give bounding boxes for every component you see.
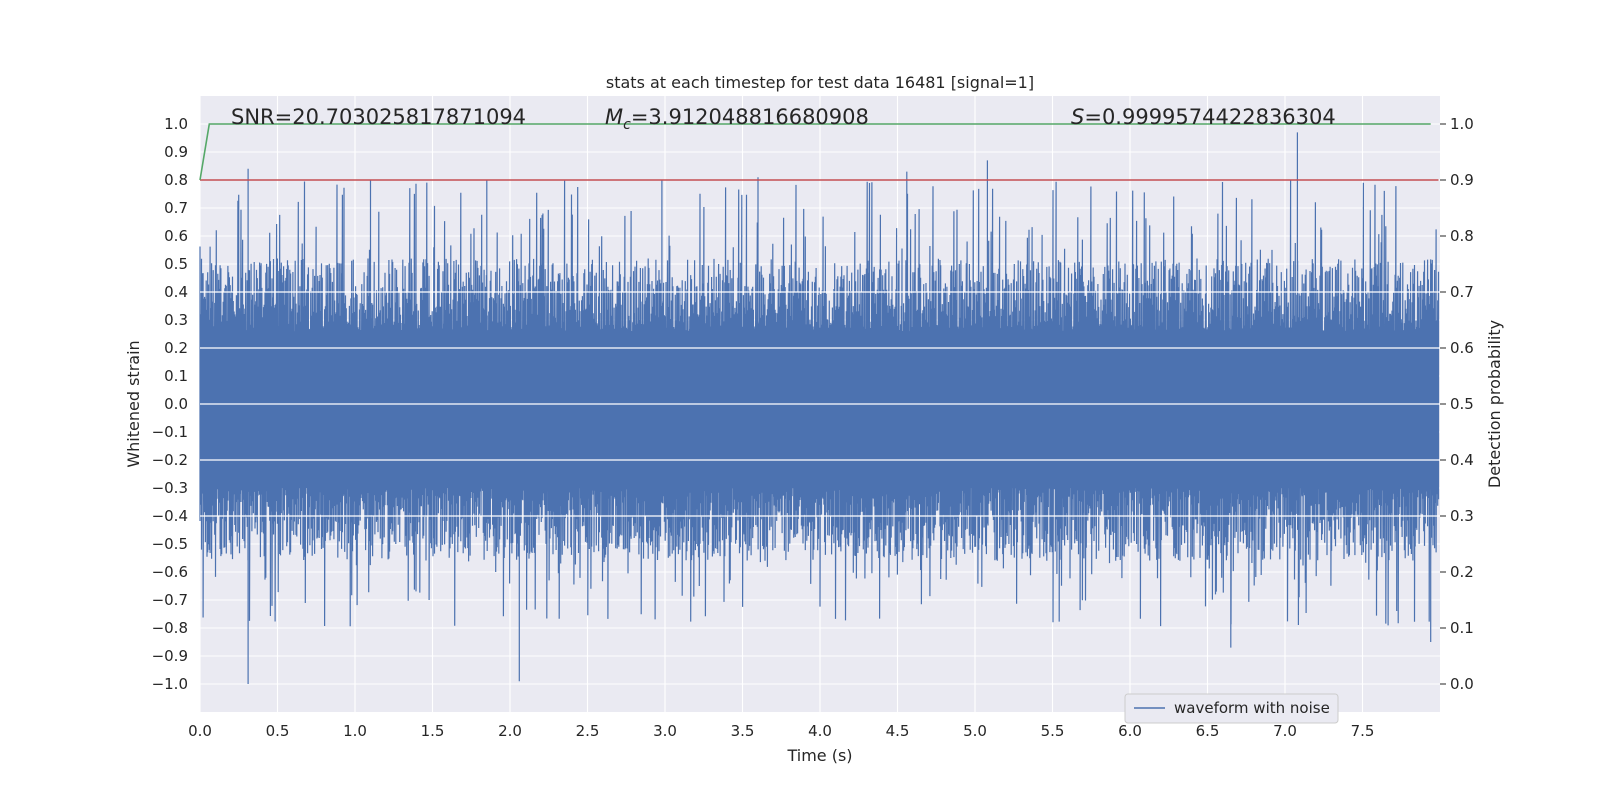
y-left-tick-label: −0.8: [152, 619, 188, 637]
y-right-tick-label: 0.5: [1450, 395, 1474, 413]
chirp-mass-symbol: M: [605, 105, 623, 129]
y-left-tick-label: −0.5: [152, 535, 188, 553]
y-left-tick-label: 0.5: [164, 255, 188, 273]
score-symbol: S: [1071, 105, 1084, 129]
probability-series: [199, 123, 1439, 181]
y-left-tick-label: 0.2: [164, 339, 188, 357]
x-tick-label: 6.0: [1118, 722, 1142, 740]
y-right-tick-label: 0.8: [1450, 227, 1474, 245]
y-left-axis-label: Whitened strain: [124, 340, 143, 467]
y-left-tick-label: 0.0: [164, 395, 188, 413]
y-right-tick-label: 1.0: [1450, 115, 1474, 133]
x-axis-label: Time (s): [786, 746, 852, 765]
x-tick-label: 7.5: [1351, 722, 1375, 740]
y-left-tick-label: −1.0: [152, 675, 188, 693]
x-tick-label: 1.0: [343, 722, 367, 740]
y-left-tick-label: −0.7: [152, 591, 188, 609]
legend-box: [1124, 693, 1339, 724]
y-right-tick-labels: 1.0 0.9 0.8 0.7 0.6 0.5 0.4 0.3 0.2 0.1 0.0: [1440, 115, 1474, 693]
x-tick-labels: 0.0 0.5 1.0 1.5 2.0 2.5 3.0 3.5 4.0 4.5 5.0 5.5 6.0 6…: [188, 722, 1374, 740]
x-tick-label: 5.5: [1041, 722, 1065, 740]
x-tick-label: 3.5: [731, 722, 755, 740]
y-right-tick-label: 0.7: [1450, 283, 1474, 301]
x-tick-label: 1.5: [421, 722, 445, 740]
y-left-tick-label: 0.3: [164, 311, 188, 329]
grid-right: [200, 291, 1440, 517]
x-tick-label: 0.0: [188, 722, 212, 740]
chirp-mass-subscript: c: [623, 117, 631, 133]
chirp-mass-value: =3.912048816680908: [631, 105, 869, 129]
y-right-tick-label: 0.2: [1450, 563, 1474, 581]
y-right-tick-label: 0.6: [1450, 339, 1474, 357]
y-left-tick-label: 0.4: [164, 283, 188, 301]
snr-annotation: SNR=20.703025817871094: [231, 105, 526, 129]
legend: waveform with noise: [1124, 693, 1339, 724]
x-tick-label: 6.5: [1196, 722, 1220, 740]
x-tick-label: 4.0: [808, 722, 832, 740]
detection-probability-line: [199, 123, 1431, 181]
x-tick-label: 2.5: [576, 722, 600, 740]
y-left-tick-label: −0.2: [152, 451, 188, 469]
x-tick-label: 3.0: [653, 722, 677, 740]
x-tick-label: 7.0: [1273, 722, 1297, 740]
y-left-tick-label: −0.1: [152, 423, 188, 441]
x-tick-label: 2.0: [498, 722, 522, 740]
y-left-tick-label: −0.9: [152, 647, 188, 665]
y-right-tick-label: 0.0: [1450, 675, 1474, 693]
legend-label: waveform with noise: [1174, 699, 1330, 717]
chirp-mass-annotation: Mc=3.912048816680908: [605, 105, 869, 133]
y-left-tick-label: 0.8: [164, 171, 188, 189]
x-tick-label: 5.0: [963, 722, 987, 740]
y-left-tick-label: 0.9: [164, 143, 188, 161]
score-value: =0.9999574422836304: [1084, 105, 1335, 129]
x-tick-label: 0.5: [266, 722, 290, 740]
y-left-tick-label: 0.6: [164, 227, 188, 245]
y-left-tick-label: 0.1: [164, 367, 188, 385]
y-left-tick-label: 1.0: [164, 115, 188, 133]
score-annotation: S=0.9999574422836304: [1071, 105, 1336, 129]
y-right-tick-label: 0.9: [1450, 171, 1474, 189]
y-right-axis-label: Detection probability: [1485, 320, 1504, 488]
y-left-tick-label: 0.7: [164, 199, 188, 217]
y-left-tick-labels: 1.0 0.9 0.8 0.7 0.6 0.5 0.4 0.3 0.2 0.1 0.0 −0.1 −0.…: [152, 115, 188, 693]
y-right-tick-label: 0.1: [1450, 619, 1474, 637]
chart-title: stats at each timestep for test data 164…: [606, 73, 1034, 92]
x-tick-label: 4.5: [886, 722, 910, 740]
y-left-tick-label: −0.3: [152, 479, 188, 497]
y-right-tick-label: 0.4: [1450, 451, 1474, 469]
y-left-tick-label: −0.6: [152, 563, 188, 581]
y-right-tick-label: 0.3: [1450, 507, 1474, 525]
y-left-tick-label: −0.4: [152, 507, 188, 525]
